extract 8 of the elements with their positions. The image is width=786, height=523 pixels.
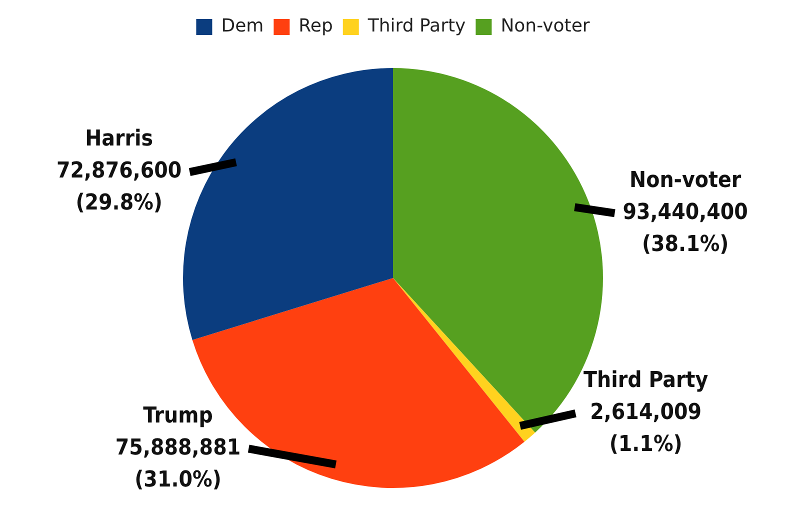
data-label: Non-voter 93,440,400 (38.1%) — [622, 168, 748, 257]
legend-label: Third Party — [366, 16, 466, 37]
legend-label: Dem — [221, 16, 264, 37]
data-label: Third Party 2,614,009 (1.1%) — [584, 368, 708, 458]
legend-label: Rep — [298, 16, 333, 37]
data-label: Harris 72,876,600 (29.8%) — [56, 126, 182, 216]
data-label: Trump 75,888,881 (31.0%) — [115, 403, 241, 492]
legend-label: Non-voter — [500, 16, 590, 37]
